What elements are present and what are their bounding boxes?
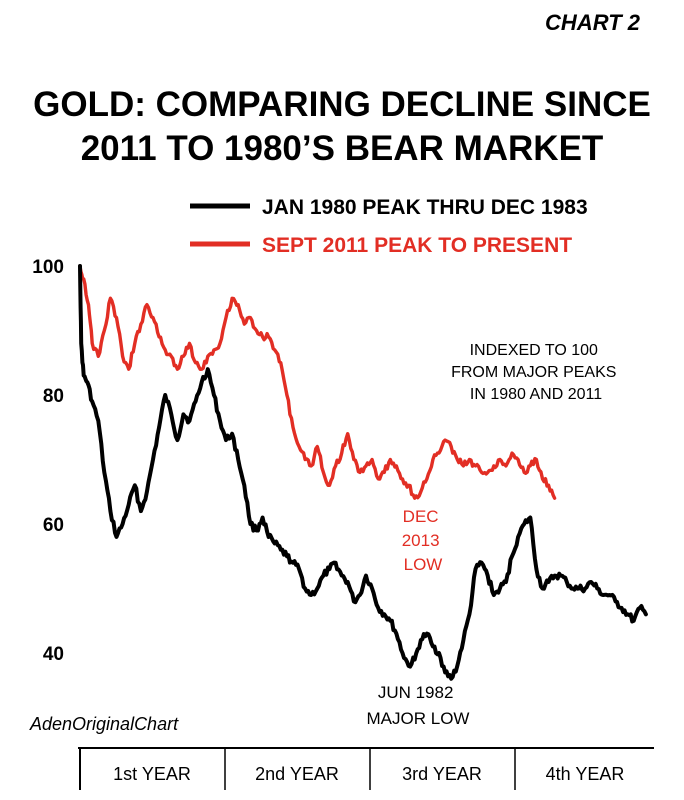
annotation-jun-1982-low: JUN 1982 MAJOR LOW	[367, 683, 470, 728]
annotation-indexed-line-3: IN 1980 AND 2011	[470, 386, 602, 403]
annotation-indexed-line-2: FROM MAJOR PEAKS	[451, 364, 616, 381]
series-line-1980	[78, 264, 648, 681]
chart-title-line-1: GOLD: COMPARING DECLINE SINCE	[33, 85, 651, 124]
series-line-2011	[78, 264, 557, 500]
period-label-2nd-year: 2nd YEAR	[255, 764, 339, 784]
legend: JAN 1980 PEAK THRU DEC 1983 SEPT 2011 PE…	[190, 196, 588, 257]
period-label-1st-year: 1st YEAR	[113, 764, 191, 784]
chart-title-line-2: 2011 TO 1980’S BEAR MARKET	[81, 129, 604, 168]
period-label-4th-year: 4th YEAR	[546, 764, 625, 784]
annotation-dec-line-1: DEC	[403, 507, 439, 526]
period-label-3rd-year: 3rd YEAR	[402, 764, 482, 784]
y-tick-label-100: 100	[32, 257, 64, 278]
y-tick-label-80: 80	[43, 386, 64, 407]
annotation-indexed: INDEXED TO 100 FROM MAJOR PEAKS IN 1980 …	[451, 342, 621, 403]
annotation-indexed-line-1: INDEXED TO 100	[470, 342, 598, 359]
annotation-dec-2013-low: DEC 2013 LOW	[402, 507, 445, 574]
series-layer	[78, 264, 648, 681]
watermark-aden-original-chart: AdenOriginalChart	[29, 714, 179, 734]
annotation-dec-line-2: 2013	[402, 531, 440, 550]
x-axis: 1st YEAR 2nd YEAR 3rd YEAR 4th YEAR	[78, 747, 654, 790]
annotation-jun-line-2: MAJOR LOW	[367, 709, 470, 728]
legend-label-2011: SEPT 2011 PEAK TO PRESENT	[262, 234, 572, 257]
y-axis-ticks: 100 80 60 40	[32, 257, 64, 665]
y-tick-label-60: 60	[43, 515, 64, 536]
annotation-dec-line-3: LOW	[404, 555, 443, 574]
legend-label-1980: JAN 1980 PEAK THRU DEC 1983	[262, 196, 588, 219]
chart-number-label: CHART 2	[545, 10, 641, 35]
annotation-jun-line-1: JUN 1982	[378, 683, 454, 702]
y-tick-label-40: 40	[43, 644, 64, 665]
